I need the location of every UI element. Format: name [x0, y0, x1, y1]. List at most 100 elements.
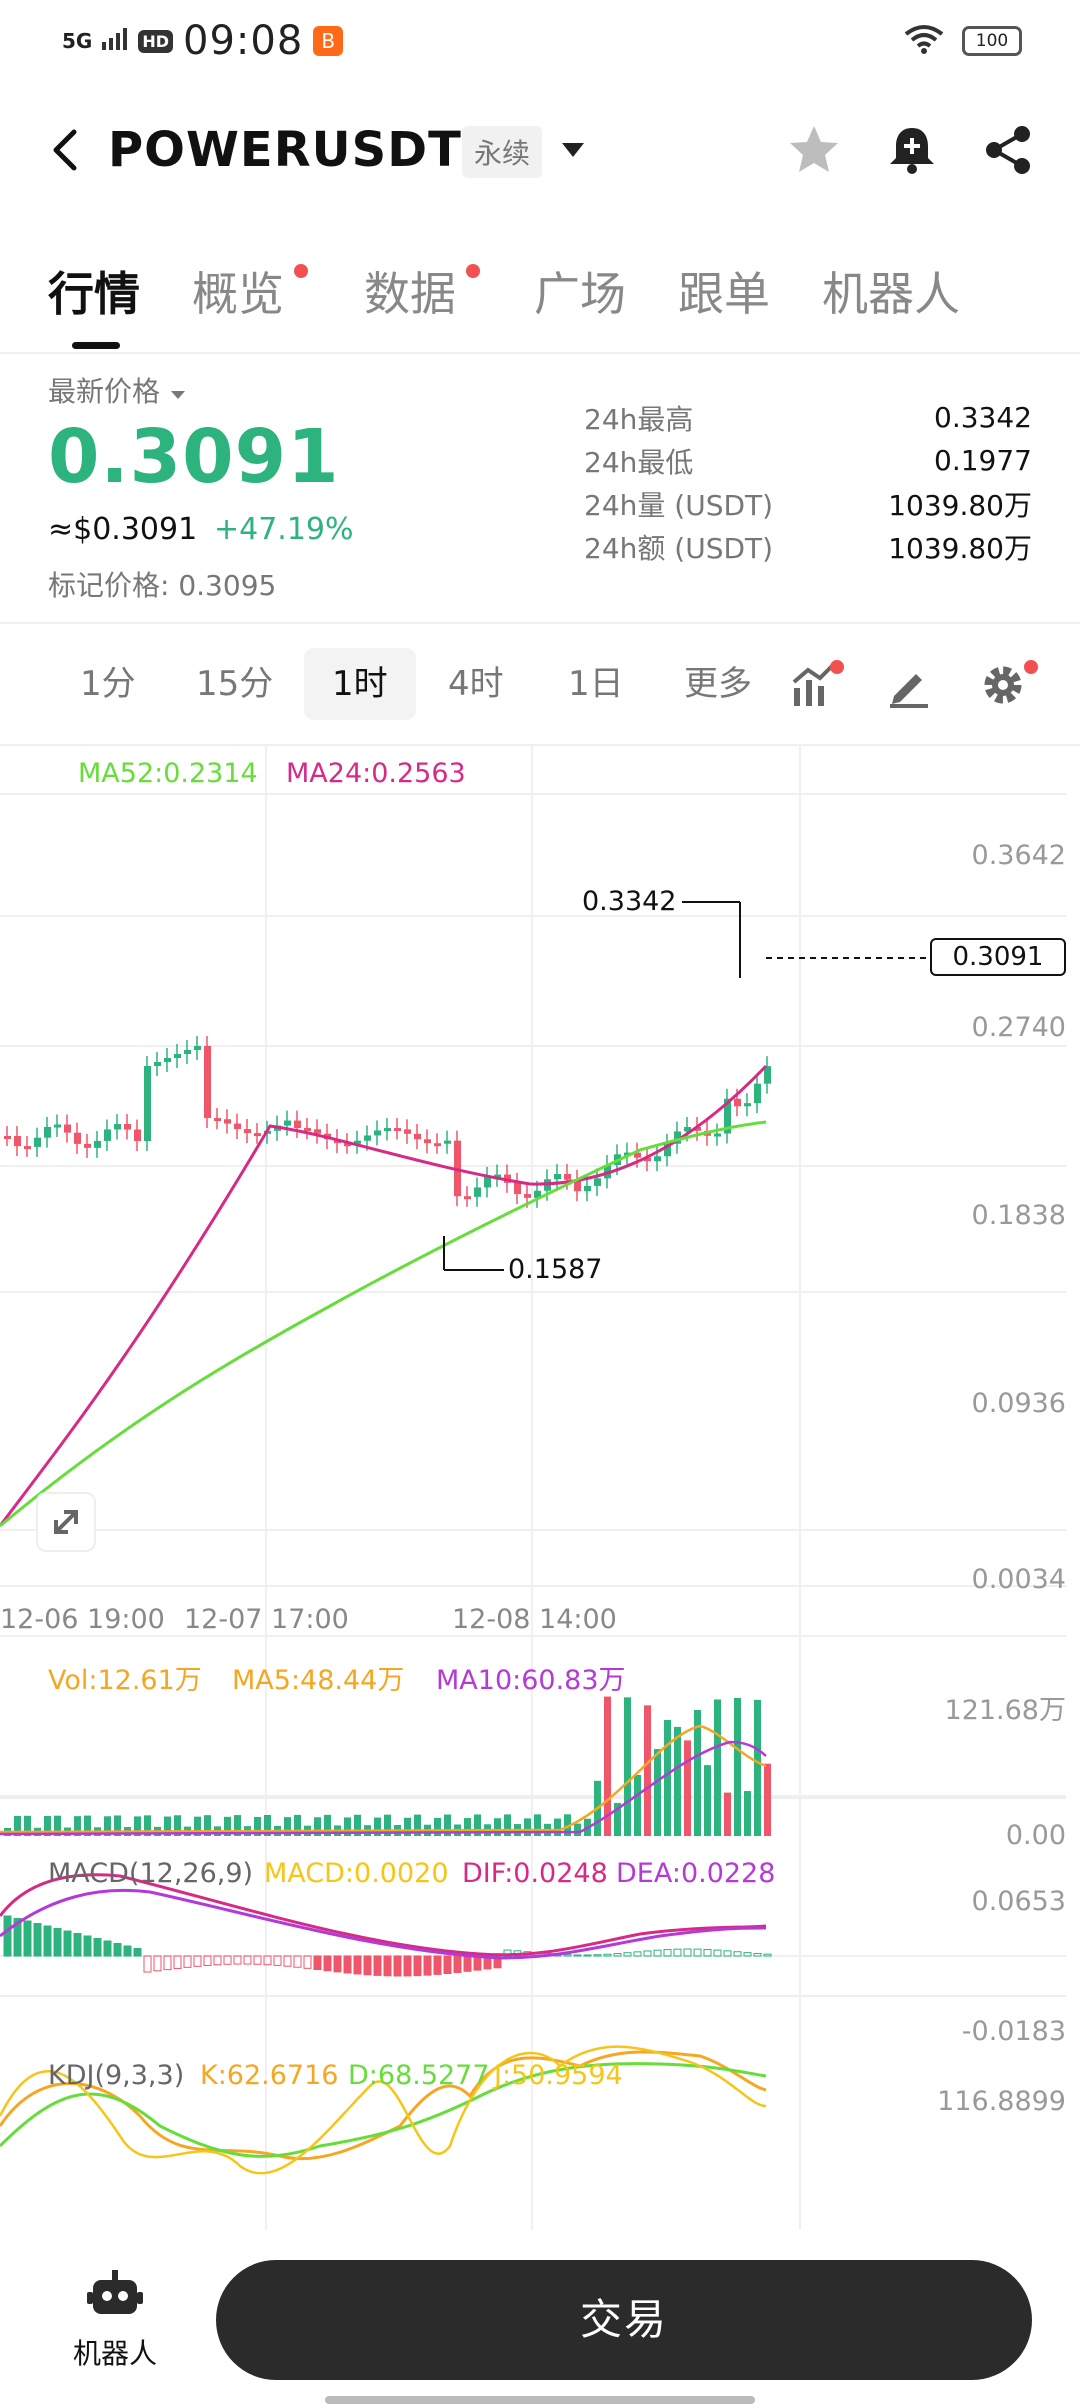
vol-ma10-line: [0, 1740, 767, 1836]
vol-ma10-legend: MA10:60.83万: [436, 1665, 626, 1696]
candle-body: [684, 1127, 691, 1132]
favorite-button[interactable]: [786, 122, 842, 178]
macd-hist-bar: [623, 1952, 632, 1957]
price-alert-button[interactable]: [884, 122, 940, 178]
settings-icon: [984, 666, 1022, 704]
candle-body: [144, 1066, 151, 1142]
volume-bar: [174, 1815, 181, 1836]
macd-max-label: 0.0653: [971, 1886, 1066, 1917]
tab-overview[interactable]: 概览: [192, 267, 284, 321]
robot-button[interactable]: 机器人: [60, 2268, 170, 2378]
macd-hist-bar: [223, 1955, 232, 1965]
candle-body: [314, 1129, 321, 1134]
macd-hist-bar: [763, 1953, 772, 1957]
last-price: 0.3091: [48, 414, 340, 500]
macd-dif-line: [0, 1873, 767, 1957]
status-right: 100: [904, 24, 1022, 58]
ma52-legend: MA52:0.2314: [78, 758, 258, 789]
expand-icon: [54, 1510, 78, 1534]
macd-hist-bar: [453, 1955, 462, 1973]
tab-bot[interactable]: 机器人: [822, 267, 960, 321]
status-bar: 5G HD 09:08 B 100: [0, 0, 1080, 80]
indicator-button[interactable]: [790, 660, 840, 710]
price-change-pct: +47.19%: [214, 512, 354, 547]
tab-data[interactable]: 数据: [364, 267, 456, 321]
macd-hist-bar: [63, 1930, 72, 1957]
candle-body: [54, 1124, 61, 1128]
kline-chart[interactable]: MA52:0.2314 MA24:0.2563 0.3642 0.2740 0.…: [0, 746, 1080, 2230]
pair-dropdown-button[interactable]: [558, 140, 588, 160]
latest-price-label[interactable]: 最新价格: [48, 370, 187, 410]
macd-hist-bar: [253, 1955, 262, 1965]
macd-hist-bar: [153, 1955, 162, 1972]
candle-body: [424, 1139, 431, 1144]
volume-bar: [284, 1817, 291, 1836]
settings-dot: [1024, 660, 1038, 674]
y-tick-0: 0.3642: [971, 840, 1066, 871]
draw-tool-button[interactable]: [884, 660, 934, 710]
macd-hist-bar: [183, 1955, 192, 1968]
macd-hist-bar: [313, 1955, 322, 1971]
candle-body: [154, 1062, 161, 1066]
chart-settings-button[interactable]: [978, 660, 1028, 710]
interval-4h[interactable]: 4时: [448, 664, 504, 704]
candle-body: [64, 1124, 71, 1133]
candle-body: [164, 1058, 171, 1062]
interval-1h[interactable]: 1时: [304, 648, 416, 720]
interval-15m[interactable]: 15分: [196, 664, 274, 704]
volume-bar: [384, 1814, 391, 1836]
volume-bar: [54, 1815, 61, 1836]
candle-body: [194, 1046, 201, 1050]
back-button[interactable]: [42, 122, 92, 178]
interval-bar: 1分 15分 1时 4时 1日 更多: [0, 630, 1080, 740]
macd-hist-bar: [303, 1955, 312, 1969]
tab-square[interactable]: 广场: [534, 267, 626, 321]
macd-hist-bar: [163, 1955, 172, 1971]
tabs-divider: [0, 352, 1080, 354]
macd-min-label: -0.0183: [961, 2016, 1066, 2047]
volume-bar: [664, 1720, 671, 1836]
tab-copy-trade[interactable]: 跟单: [678, 267, 770, 321]
x-tick-0: 12-06 19:00: [0, 1604, 165, 1635]
volume-bar: [114, 1815, 121, 1836]
hd-badge: HD: [138, 29, 174, 53]
stat-low: 24h最低 0.1977: [584, 444, 1032, 479]
candle-body: [34, 1137, 41, 1147]
candle-body: [494, 1174, 501, 1178]
macd-hist-bar: [573, 1954, 582, 1957]
volume-bar: [344, 1817, 351, 1836]
macd-hist-bar: [33, 1923, 42, 1957]
tab-market[interactable]: 行情: [48, 267, 140, 321]
macd-hist-bar: [53, 1928, 62, 1957]
interval-1m[interactable]: 1分: [80, 664, 136, 704]
macd-hist-bar: [653, 1949, 662, 1957]
candle-body: [204, 1046, 211, 1119]
macd-hist-bar: [373, 1955, 382, 1976]
macd-hist-bar: [733, 1951, 742, 1957]
pair-title[interactable]: POWERUSDT: [108, 122, 462, 178]
interval-1d[interactable]: 1日: [568, 664, 624, 704]
share-button[interactable]: [980, 122, 1036, 178]
volume-bar: [104, 1816, 111, 1836]
ma-lines: [0, 1064, 768, 1528]
expand-chart-button[interactable]: [36, 1492, 96, 1552]
macd-hist-bar: [263, 1955, 272, 1966]
macd-hist-bar: [133, 1948, 142, 1957]
macd-hist-bar: [423, 1955, 432, 1976]
trade-button[interactable]: 交易: [216, 2260, 1032, 2380]
battery-indicator: 100: [962, 26, 1022, 56]
clock: 09:08: [183, 18, 304, 64]
macd-hist-bar: [43, 1925, 52, 1957]
volume-bar: [254, 1816, 261, 1836]
interval-divider: [0, 744, 1080, 746]
interval-more[interactable]: 更多: [684, 664, 752, 704]
chart-grid: [0, 746, 1066, 2230]
wifi-icon: [904, 24, 944, 58]
macd-hist-bar: [743, 1952, 752, 1957]
app-notification-icon: B: [313, 26, 344, 56]
macd-hist-bar: [663, 1949, 672, 1957]
kdj-d: D:68.5277: [348, 2060, 490, 2091]
bell-plus-icon: [890, 128, 934, 174]
volume-bar: [234, 1815, 241, 1836]
kdj-title: KDJ(9,3,3): [48, 2060, 185, 2091]
